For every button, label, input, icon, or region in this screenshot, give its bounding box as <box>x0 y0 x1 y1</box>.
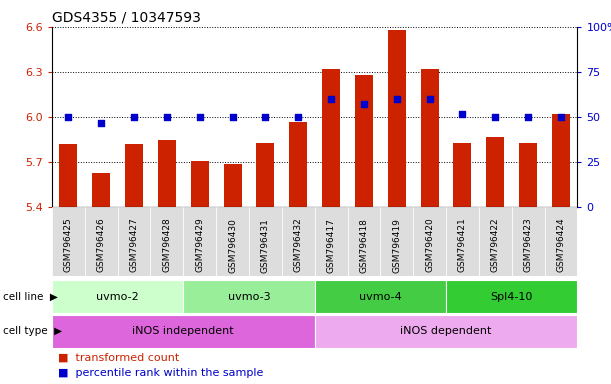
Bar <box>355 75 373 207</box>
Bar <box>453 143 472 207</box>
Bar <box>282 207 315 276</box>
Point <box>458 111 467 117</box>
Text: GSM796424: GSM796424 <box>557 218 565 272</box>
Bar <box>52 315 315 348</box>
Bar <box>92 173 110 207</box>
Bar <box>348 207 380 276</box>
Point <box>129 114 139 120</box>
Text: uvmo-2: uvmo-2 <box>97 291 139 302</box>
Bar <box>183 280 315 313</box>
Bar <box>544 207 577 276</box>
Bar <box>446 280 577 313</box>
Text: GSM796425: GSM796425 <box>64 218 73 273</box>
Text: Spl4-10: Spl4-10 <box>491 291 533 302</box>
Bar <box>519 143 537 207</box>
Bar <box>191 161 209 207</box>
Bar <box>289 122 307 207</box>
Text: GSM796427: GSM796427 <box>130 218 139 273</box>
Bar <box>388 30 406 207</box>
Text: GSM796428: GSM796428 <box>163 218 171 273</box>
Text: GSM796429: GSM796429 <box>196 218 204 273</box>
Point <box>195 114 205 120</box>
Point <box>392 96 401 102</box>
Point <box>162 114 172 120</box>
Point <box>293 114 303 120</box>
Bar <box>479 207 512 276</box>
Bar <box>512 207 544 276</box>
Bar <box>315 315 577 348</box>
Point <box>326 96 336 102</box>
Bar <box>446 207 479 276</box>
Text: GSM796430: GSM796430 <box>228 218 237 273</box>
Text: uvmo-3: uvmo-3 <box>228 291 270 302</box>
Bar <box>381 207 413 276</box>
Bar <box>420 69 439 207</box>
Text: cell type  ▶: cell type ▶ <box>3 326 62 336</box>
Point <box>491 114 500 120</box>
Point <box>359 101 369 108</box>
Bar <box>125 144 143 207</box>
Text: GSM796432: GSM796432 <box>294 218 302 273</box>
Bar <box>118 207 150 276</box>
Text: GSM796426: GSM796426 <box>97 218 106 273</box>
Text: ■  percentile rank within the sample: ■ percentile rank within the sample <box>58 368 263 378</box>
Text: ■  transformed count: ■ transformed count <box>58 353 179 363</box>
Point <box>228 114 238 120</box>
Bar <box>552 114 570 207</box>
Text: GSM796423: GSM796423 <box>524 218 533 273</box>
Text: GSM796421: GSM796421 <box>458 218 467 273</box>
Point <box>523 114 533 120</box>
Text: iNOS dependent: iNOS dependent <box>400 326 492 336</box>
Bar <box>224 164 241 207</box>
Bar <box>150 207 183 276</box>
Point <box>260 114 270 120</box>
Bar <box>183 207 216 276</box>
Text: GDS4355 / 10347593: GDS4355 / 10347593 <box>52 10 201 24</box>
Bar <box>322 69 340 207</box>
Bar <box>216 207 249 276</box>
Text: GSM796422: GSM796422 <box>491 218 500 272</box>
Bar <box>315 280 446 313</box>
Text: GSM796418: GSM796418 <box>359 218 368 273</box>
Text: GSM796419: GSM796419 <box>392 218 401 273</box>
Bar <box>486 137 504 207</box>
Point <box>64 114 73 120</box>
Bar <box>59 144 78 207</box>
Text: GSM796420: GSM796420 <box>425 218 434 273</box>
Bar <box>52 207 85 276</box>
Bar <box>413 207 446 276</box>
Text: iNOS independent: iNOS independent <box>133 326 234 336</box>
Text: GSM796417: GSM796417 <box>327 218 335 273</box>
Point <box>425 96 434 102</box>
Bar <box>315 207 348 276</box>
Bar <box>85 207 118 276</box>
Bar <box>257 143 274 207</box>
Text: uvmo-4: uvmo-4 <box>359 291 401 302</box>
Bar <box>249 207 282 276</box>
Text: cell line  ▶: cell line ▶ <box>3 291 58 302</box>
Point <box>97 119 106 126</box>
Bar <box>52 280 183 313</box>
Bar <box>158 140 176 207</box>
Point <box>556 114 566 120</box>
Text: GSM796431: GSM796431 <box>261 218 270 273</box>
